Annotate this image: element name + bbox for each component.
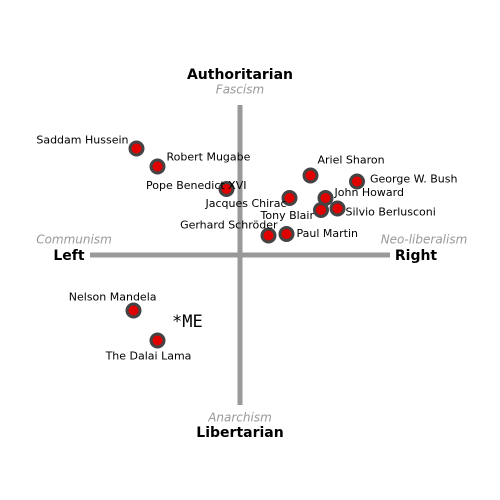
point <box>149 158 166 175</box>
point-label: Pope Benedict XVI <box>146 179 246 192</box>
point-label: Saddam Hussein <box>36 134 128 147</box>
point <box>125 302 142 319</box>
bottom-sublabel: Anarchism <box>207 411 272 425</box>
point <box>218 181 235 197</box>
point-label: Gerhard Schröder <box>180 219 278 232</box>
point <box>349 173 365 190</box>
top-label: Authoritarian <box>187 67 293 83</box>
annotation: *ME <box>172 312 203 332</box>
point <box>302 167 319 184</box>
point-label: Silvio Berlusconi <box>346 206 436 219</box>
point-label: John Howard <box>334 186 404 199</box>
point-label: Paul Martin <box>297 227 359 240</box>
top-sublabel: Fascism <box>216 83 264 97</box>
point-label: Ariel Sharon <box>318 154 385 167</box>
point-label: Robert Mugabe <box>167 151 251 164</box>
point <box>260 227 277 244</box>
left-label: Left <box>53 248 85 264</box>
left-sublabel: Communism <box>36 233 112 247</box>
right-sublabel: Neo-liberalism <box>381 233 468 247</box>
point-label: George W. Bush <box>370 173 457 186</box>
bottom-label: Libertarian <box>196 425 283 441</box>
point-label: Jacques Chirac <box>204 197 286 210</box>
point <box>278 226 295 242</box>
point <box>281 190 298 206</box>
point-label: Nelson Mandela <box>69 291 157 304</box>
point <box>149 332 166 349</box>
point-label: Tony Blair <box>260 209 315 222</box>
point <box>128 140 145 157</box>
point-label: The Dalai Lama <box>105 350 192 363</box>
right-label: Right <box>395 248 438 264</box>
point <box>313 202 329 218</box>
point <box>329 200 346 217</box>
